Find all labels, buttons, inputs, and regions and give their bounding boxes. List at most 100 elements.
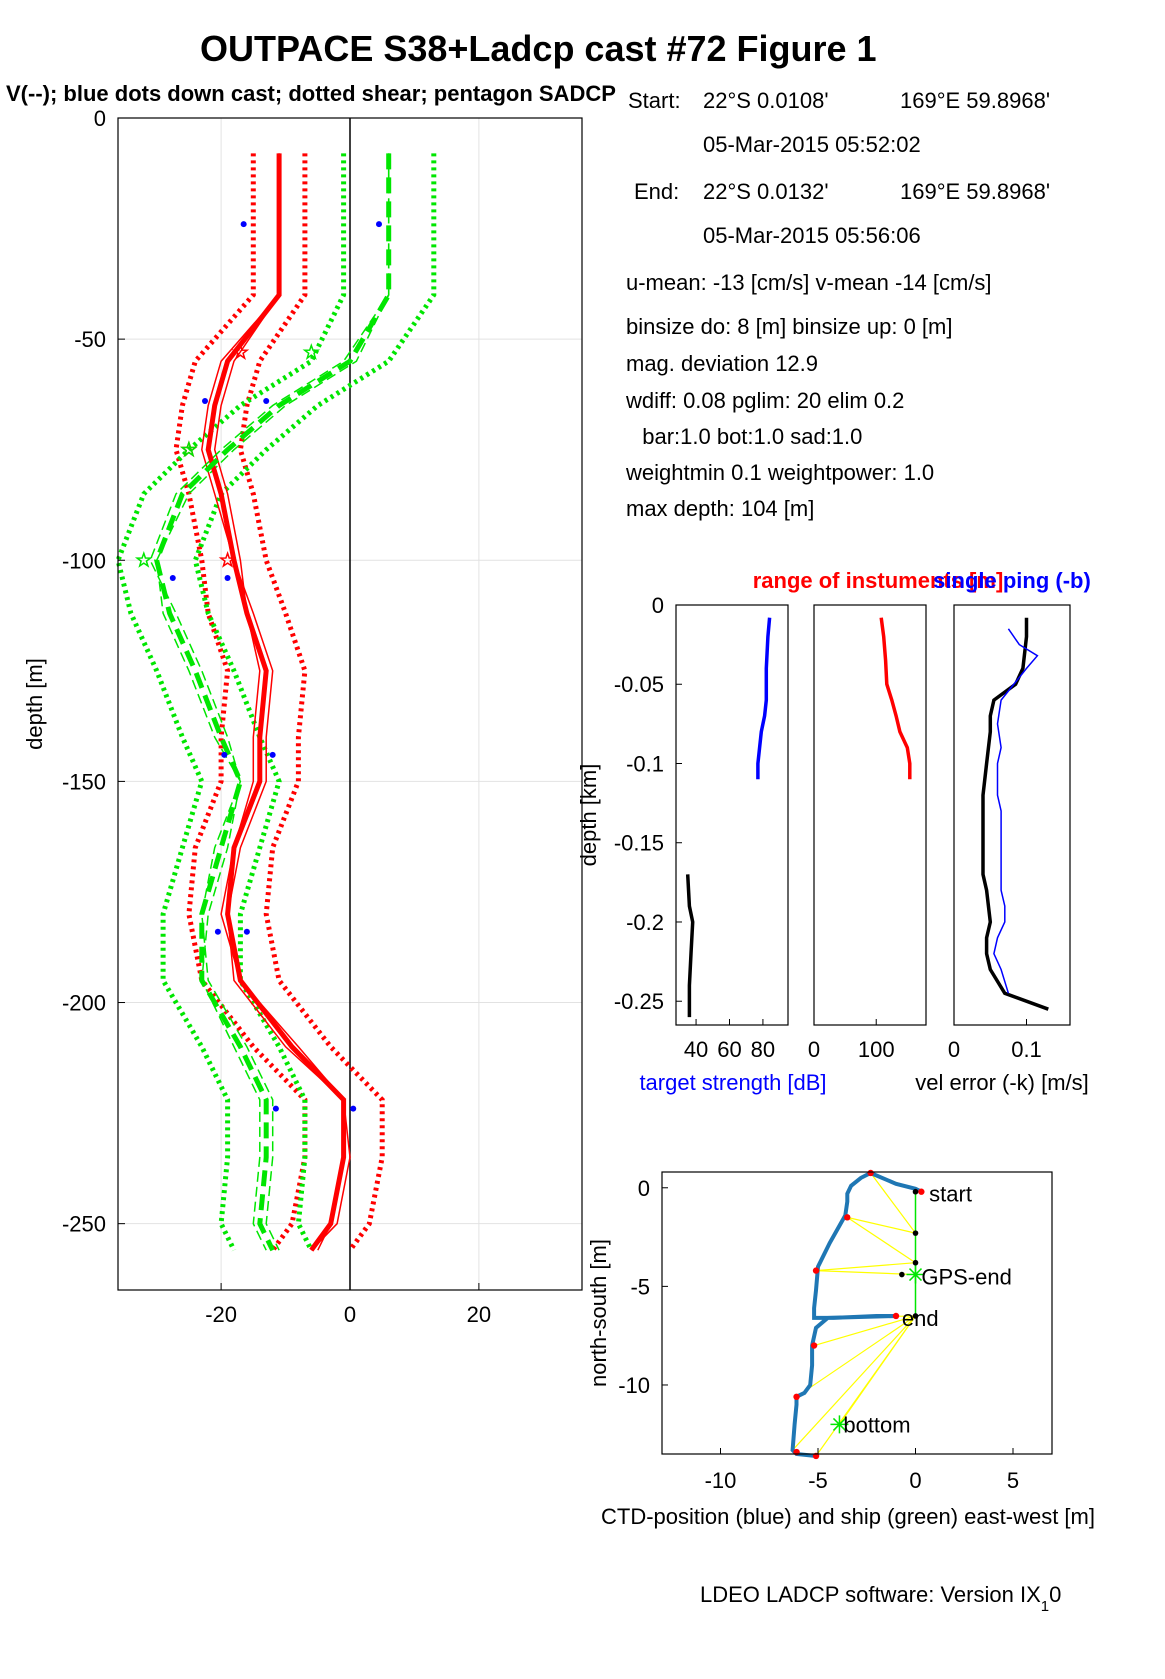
instrument-range-title: range of instuments [m] [753,568,1004,593]
tick-label-x: 40 [684,1037,708,1062]
position-label-gps-end: GPS-end [921,1265,1012,1290]
profile-axes-frame [813,604,927,1026]
binsize-line: binsize do: 8 [m] binsize up: 0 [m] [626,314,953,339]
start-lon: 169°E 59.8968' [900,88,1051,113]
start-label: Start: [628,88,681,113]
position-label-end: end [902,1306,939,1331]
tick-label-y: -10 [618,1373,650,1398]
v-downcast-line [155,153,390,1251]
ship-ctd-link [796,1315,916,1398]
tick-label-x: 0 [808,1037,820,1062]
u-mean-line [205,153,347,1252]
ctd-position-dot [867,1169,874,1177]
position-y-label: north-south [m] [586,1239,611,1387]
v-error-lower-line [115,153,347,1252]
end-lat: 22°S 0.0132' [703,179,829,204]
ship-ctd-link [847,1216,916,1234]
ship-position-dot [912,1188,919,1195]
ship-ctd-link [816,1270,916,1276]
end-label: End: [634,179,680,204]
ship-position-dot [912,1313,919,1319]
profile-series-line [879,617,912,780]
downcast-u-dot [240,221,247,228]
ctd-position-dot [918,1188,925,1195]
ship-ctd-link [870,1172,916,1234]
magdev-line: mag. deviation 12.9 [626,351,819,376]
sadcp-u-marker [231,343,250,360]
profile-series-line [685,874,695,1018]
ship-position-dot [912,1230,919,1236]
ship-ctd-link [815,1315,916,1457]
tick-label-x: 20 [467,1302,491,1327]
profile-series-line [993,628,1039,994]
tick-label-y: -0.2 [626,910,664,935]
maxdepth-line: max depth: 104 [m] [626,496,815,521]
tick-label-x: 60 [717,1037,741,1062]
tick-label-y: -0.1 [626,751,664,776]
u-error-lower-line [173,153,308,1252]
tick-label-x: 5 [1007,1468,1019,1493]
downcast-v-dot [376,221,382,228]
ship-ctd-link [846,1216,916,1264]
tick-label-y: 0 [652,593,664,618]
tick-label-y: 0 [94,106,106,131]
tick-label-y: 0 [638,1176,650,1201]
u-error-upper-line [237,153,385,1252]
u-downcast-line [201,153,345,1251]
start-time: 05-Mar-2015 05:52:02 [703,132,921,157]
tick-label-x: -5 [808,1468,828,1493]
downcast-u-dot [350,1105,357,1112]
footer-tail: 0 [1049,1582,1062,1607]
tick-label-x: 0.1 [1011,1037,1042,1062]
ship-ctd-link [813,1315,916,1347]
ctd-position-dot [793,1393,800,1401]
tick-label-x: 0 [909,1468,921,1493]
tick-label-x: -20 [205,1302,237,1327]
tick-label-y: -150 [62,769,106,794]
ship-position-dot [912,1259,919,1266]
end-lon: 169°E 59.8968' [900,179,1051,204]
y-axis-label: depth [m] [22,658,47,750]
sadcp-v-marker [302,343,321,360]
ctd-position-dot [892,1312,900,1320]
v-mean-line [154,153,392,1252]
ctd-position-dot [810,1342,818,1349]
downcast-v-dot [221,751,228,758]
tick-label-x: 0 [948,1037,960,1062]
tick-label-y: -100 [62,548,106,573]
bar-line: bar:1.0 bot:1.0 sad:1.0 [630,424,863,449]
start-lat: 22°S 0.0108' [703,88,829,113]
tick-label-x: 80 [751,1037,775,1062]
weight-line: weightmin 0.1 weightpower: 1.0 [626,460,935,485]
tick-label-y: -0.25 [614,989,664,1014]
sadcp-u-marker [218,551,237,568]
tick-label-y: -50 [74,327,106,352]
single-ping-title: single ping (-b) [933,568,1091,593]
tick-label-y: -0.05 [614,672,664,697]
downcast-u-dot [269,751,276,758]
downcast-u-dot [202,398,208,405]
depth-km-label: depth [km] [576,764,601,867]
figure-title: OUTPACE S38+Ladcp cast #72 Figure 1 [200,28,877,69]
velocity-axes-frame [117,117,583,1291]
sadcp-v-marker [180,440,198,458]
downcast-u-dot [224,574,231,581]
position-label-bottom: bottom [843,1412,910,1437]
profile-axes-frame [675,604,789,1026]
tick-label-x: 0 [344,1302,356,1327]
vel-error-label: vel error (-k) [m/s] [915,1070,1089,1095]
wdiff-line: wdiff: 0.08 pglim: 20 elim 0.2 [626,388,905,413]
position-label-start: start [929,1182,972,1207]
footer-main: LDEO LADCP software: Version IX [700,1582,1041,1607]
mean-line: u-mean: -13 [cm/s] v-mean -14 [cm/s] [626,270,992,295]
tick-label-y: -0.15 [614,831,664,856]
tick-label-y: -250 [62,1212,106,1237]
footer-subscript: 1 [1040,1598,1050,1615]
marker-star [830,1415,849,1434]
marker-star [906,1265,925,1284]
ship-position-dot [899,1271,905,1278]
sadcp-v-marker [134,551,153,568]
downcast-v-dot [272,1105,279,1112]
v-error-upper-line [192,153,437,1252]
